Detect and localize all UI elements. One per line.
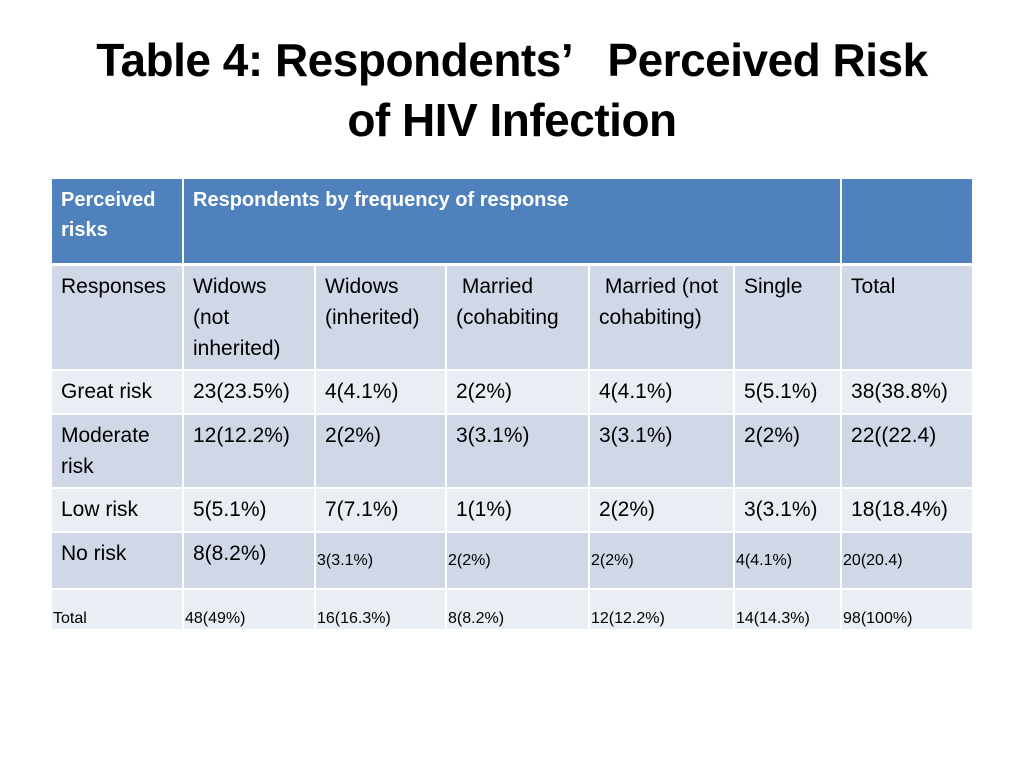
- cell-married-cohabiting: 2(2%): [446, 532, 590, 590]
- risk-table: Perceived risks Respondents by frequency…: [52, 179, 973, 631]
- table-header-row: Perceived risks Respondents by frequency…: [52, 179, 973, 266]
- cell-widows-inherited: 3(3.1%): [315, 532, 447, 590]
- table-row-total: Total 48(49%) 16(16.3%) 8(8.2%) 12(12.2%…: [52, 589, 973, 631]
- cell-single: 5(5.1%): [734, 370, 843, 415]
- cell-married-cohabiting: 2(2%): [446, 370, 590, 415]
- cell-married-not-cohabiting: 2(2%): [589, 532, 735, 590]
- cell-widows-inherited: 2(2%): [315, 414, 447, 489]
- header-empty: [841, 179, 973, 266]
- table-row-low-risk: Low risk 5(5.1%) 7(7.1%) 1(1%) 2(2%) 3(3…: [52, 488, 973, 533]
- col-header-single: Single: [734, 264, 843, 371]
- cell-widows-inherited: 7(7.1%): [315, 488, 447, 533]
- col-header-total: Total: [841, 264, 973, 371]
- table-row-no-risk: No risk 8(8.2%) 3(3.1%) 2(2%) 2(2%) 4(4.…: [52, 532, 973, 590]
- cell-widows-not-inherited: 12(12.2%): [183, 414, 316, 489]
- cell-total: 18(18.4%): [841, 488, 973, 533]
- row-label: Total: [52, 589, 184, 631]
- cell-married-not-cohabiting: 4(4.1%): [589, 370, 735, 415]
- cell-married-cohabiting: 3(3.1%): [446, 414, 590, 489]
- header-perceived-risks: Perceived risks: [52, 179, 184, 266]
- cell-single: 4(4.1%): [734, 532, 843, 590]
- cell-single: 3(3.1%): [734, 488, 843, 533]
- cell-single: 14(14.3%): [734, 589, 843, 631]
- cell-widows-inherited: 16(16.3%): [315, 589, 447, 631]
- cell-total: 20(20.4): [841, 532, 973, 590]
- cell-widows-inherited: 4(4.1%): [315, 370, 447, 415]
- cell-widows-not-inherited: 5(5.1%): [183, 488, 316, 533]
- slide-title: Table 4: Respondents’ Perceived Risk of …: [40, 30, 984, 150]
- table-row-moderate-risk: Moderate risk 12(12.2%) 2(2%) 3(3.1%) 3(…: [52, 414, 973, 489]
- table-row-great-risk: Great risk 23(23.5%) 4(4.1%) 2(2%) 4(4.1…: [52, 370, 973, 415]
- cell-single: 2(2%): [734, 414, 843, 489]
- cell-total: 22((22.4): [841, 414, 973, 489]
- col-header-married-cohabiting: Married (cohabiting: [446, 264, 590, 371]
- cell-widows-not-inherited: 48(49%): [183, 589, 316, 631]
- cell-widows-not-inherited: 8(8.2%): [183, 532, 316, 590]
- cell-married-cohabiting: 8(8.2%): [446, 589, 590, 631]
- header-respondents-frequency: Respondents by frequency of response: [183, 179, 843, 266]
- row-label: Low risk: [52, 488, 184, 533]
- cell-married-not-cohabiting: 12(12.2%): [589, 589, 735, 631]
- cell-married-cohabiting: 1(1%): [446, 488, 590, 533]
- row-label: Moderate risk: [52, 414, 184, 489]
- col-header-married-not-cohabiting: Married (not cohabiting): [589, 264, 735, 371]
- row-label: Great risk: [52, 370, 184, 415]
- cell-total: 38(38.8%): [841, 370, 973, 415]
- row-label: No risk: [52, 532, 184, 590]
- col-header-widows-inherited: Widows (inherited): [315, 264, 447, 371]
- table-row-responses: Responses Widows (not inherited) Widows …: [52, 264, 973, 371]
- col-header-widows-not-inherited: Widows (not inherited): [183, 264, 316, 371]
- cell-total: 98(100%): [841, 589, 973, 631]
- cell-married-not-cohabiting: 3(3.1%): [589, 414, 735, 489]
- col-header-responses: Responses: [52, 264, 184, 371]
- cell-widows-not-inherited: 23(23.5%): [183, 370, 316, 415]
- title-line-1: Table 4: Respondents’ Perceived Risk: [96, 34, 928, 86]
- cell-married-not-cohabiting: 2(2%): [589, 488, 735, 533]
- title-line-2: of HIV Infection: [347, 94, 677, 146]
